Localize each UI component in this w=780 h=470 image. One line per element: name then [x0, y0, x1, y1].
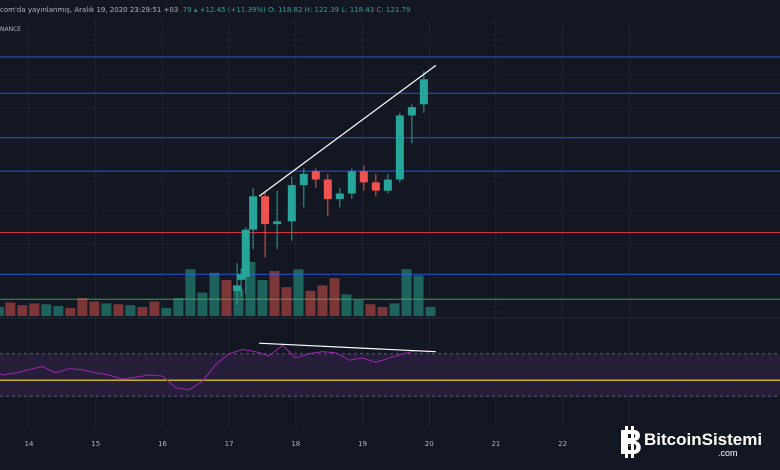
candle-body [335, 193, 344, 200]
rsi-band [0, 353, 780, 397]
volume-bar [185, 269, 196, 316]
volume-bar [113, 304, 124, 316]
volume-bar [281, 287, 292, 316]
volume-bar [377, 307, 388, 316]
volume-bar [53, 306, 64, 316]
volume-bar [221, 280, 232, 316]
watermark-suffix: .com [718, 448, 738, 458]
candle-body [407, 107, 416, 116]
watermark-brand: BitcoinSistemi [644, 430, 763, 449]
header-price-line: .79 ▴ +12.45 (+11.39%) O: 118.82 H: 122.… [180, 6, 411, 14]
watermark: BitcoinSistemi .com [618, 424, 778, 464]
candle-body [237, 274, 246, 280]
volume-bar [401, 269, 412, 316]
volume-bar [365, 304, 376, 316]
volume-bar [17, 305, 28, 316]
x-tick-label: 21 [491, 440, 500, 448]
candle-body [359, 171, 368, 183]
volume-bar [305, 290, 316, 316]
volume-bar [413, 275, 424, 316]
chart-header: com'da yayınlanmış, Aralık 19, 2020 23:2… [0, 6, 410, 14]
x-tick-label: 14 [25, 440, 34, 448]
volume-bar [77, 298, 88, 316]
volume-bar [389, 303, 400, 316]
header-prefix: com'da yayınlanmış, Aralık 19, 2020 23:2… [0, 6, 179, 14]
volume-bar [257, 280, 268, 316]
candle-body [261, 196, 270, 225]
x-tick-label: 22 [558, 440, 567, 448]
exchange-label: NANCE [0, 26, 22, 33]
volume-bar [137, 307, 148, 316]
volume-bar [5, 302, 16, 316]
volume-bar [173, 298, 184, 316]
candle-body [371, 182, 380, 191]
volume-bar [425, 307, 436, 316]
x-tick-label: 20 [425, 440, 434, 448]
volume-bar [125, 305, 136, 316]
x-tick-label: 15 [91, 440, 100, 448]
candle-body [311, 171, 320, 180]
volume-bar [197, 292, 208, 316]
candle-body [299, 173, 308, 186]
candle-body [249, 196, 258, 230]
volume-bar [329, 278, 340, 316]
x-tick-label: 19 [358, 440, 367, 448]
candle-body [273, 221, 282, 225]
volume-bar [269, 271, 280, 316]
candle-body [287, 185, 296, 222]
x-tick-label: 17 [225, 440, 234, 448]
volume-bar [209, 272, 220, 316]
volume-bar [41, 304, 52, 316]
candle-body [347, 171, 356, 194]
volume-bar [293, 269, 304, 316]
trendline [258, 64, 437, 197]
volume-bar [245, 262, 256, 316]
volume-bar [317, 285, 328, 316]
x-tick-label: 18 [291, 440, 300, 448]
volume-bar [353, 299, 364, 316]
volume-bar [65, 307, 76, 316]
volume-bar [341, 294, 352, 316]
candle-body [233, 285, 242, 291]
candle-body [383, 179, 392, 191]
candle-body [395, 115, 404, 180]
trendline [259, 342, 436, 353]
volume-bar [101, 303, 112, 316]
volume-bar [149, 301, 160, 316]
rsi-line [0, 344, 430, 391]
volume-bar [161, 307, 172, 316]
volume-bar [89, 301, 100, 316]
candle-body [323, 179, 332, 200]
candle-body [419, 79, 428, 105]
volume-bar [29, 303, 40, 316]
volume-bar [0, 307, 4, 316]
candle-body [241, 229, 250, 278]
x-tick-label: 16 [158, 440, 167, 448]
bitcoin-logo-icon [621, 426, 641, 458]
volume-bar [233, 289, 244, 316]
